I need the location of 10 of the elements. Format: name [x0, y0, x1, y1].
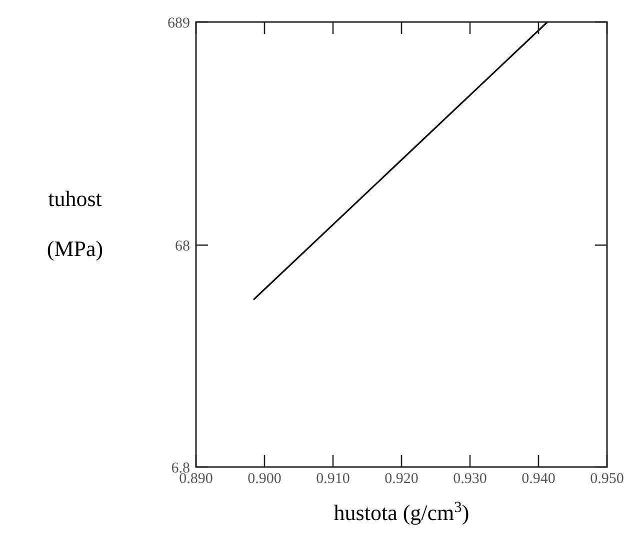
x-axis-title: hustota (g/cm$^{3}$) [334, 498, 470, 525]
x-tick-label: 0.950 [590, 471, 624, 487]
x-tick-label: 0.940 [522, 471, 556, 487]
x-tick-label: 0.910 [316, 471, 350, 487]
y-tick-label: 68 [175, 238, 190, 254]
x-tick-label: 0.920 [384, 471, 418, 487]
y-tick-label: 689 [168, 15, 190, 32]
x-tick-label: 0.900 [248, 471, 282, 487]
x-tick-label: 0.930 [453, 471, 487, 487]
y-axis-title: tuhost (MPa) [46, 186, 104, 261]
